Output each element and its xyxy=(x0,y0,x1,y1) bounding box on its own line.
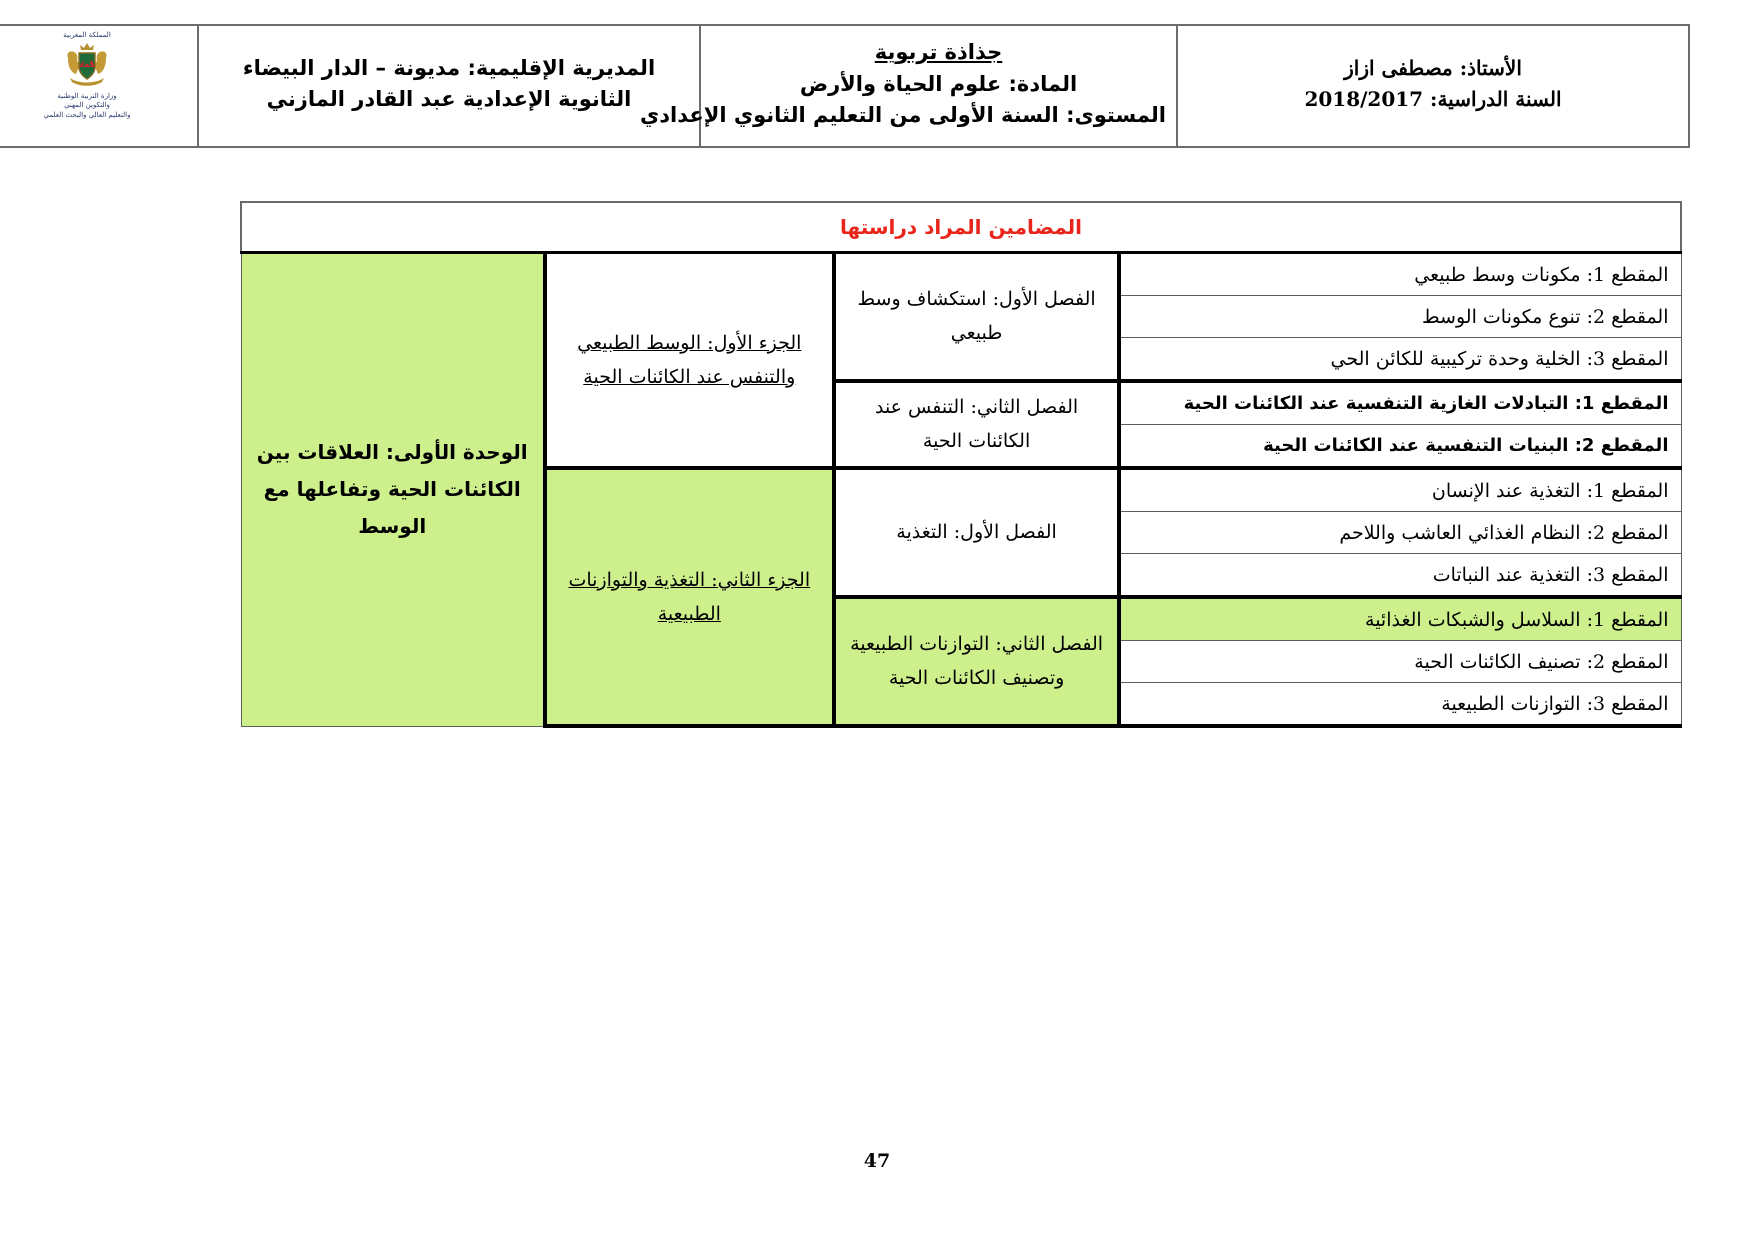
table-row: المقطع 2: النظام الغذائي العاشب واللاحم xyxy=(241,511,1682,554)
chapter-cell: الفصل الثاني: التوازنات الطبيعية وتصنيف … xyxy=(831,596,1120,728)
table-row: المقطع 2: البنيات التنفسية عند الكائنات … xyxy=(241,424,1682,470)
segment-cell: المقطع 1: التبادلات الغازية التنفسية عند… xyxy=(1117,380,1682,425)
level-line: المستوى: السنة الأولى من التعليم الثانوي… xyxy=(640,102,1166,127)
table-title-row: المضامين المراد دراستها xyxy=(240,201,1682,254)
unit-cell: الوحدة الأولى: العلاقات بين الكائنات الح… xyxy=(240,252,546,727)
school-year: السنة الدراسية: 2018/2017 xyxy=(1304,87,1562,111)
header-logo-cell: المملكة المغربية xyxy=(0,24,199,148)
kingdom-label: المملكة المغربية xyxy=(63,31,111,39)
ministry-label: وزارة التربية الوطنية والتكوين المهني وا… xyxy=(44,92,131,120)
coat-of-arms-icon xyxy=(60,40,114,90)
directorate-line: المديرية الإقليمية: مديونة – الدار البيض… xyxy=(242,55,656,80)
document-title: جذاذة تربوية xyxy=(874,40,1003,65)
header-table: الأستاذ: مصطفى ازاز السنة الدراسية: 2018… xyxy=(0,24,1690,148)
part-cell: الجزء الأول: الوسط الطبيعي والتنفس عند ا… xyxy=(542,252,835,470)
header-school-cell: المديرية الإقليمية: مديونة – الدار البيض… xyxy=(197,24,701,148)
segment-cell: المقطع 3: التغذية عند النباتات xyxy=(1117,553,1682,599)
chapter-cell: الفصل الأول: التغذية xyxy=(831,467,1120,599)
segment-cell: المقطع 1: مكونات وسط طبيعي xyxy=(1117,252,1682,296)
teacher-name: الأستاذ: مصطفى ازاز xyxy=(1344,56,1522,80)
page-number: 47 xyxy=(863,1150,891,1172)
table-row: المقطع 1: مكونات وسط طبيعي الفصل الأول: … xyxy=(240,252,1682,727)
chapter-cell: الفصل الثاني: التنفس عند الكائنات الحية xyxy=(831,380,1120,470)
table-row: المقطع 3: التغذية عند النباتات xyxy=(241,553,1682,599)
header-title-cell: جذاذة تربوية المادة: علوم الحياة والأرض … xyxy=(640,24,1178,148)
subject-line: المادة: علوم الحياة والأرض xyxy=(799,71,1078,96)
table-row: المقطع 2: تنوع مكونات الوسط xyxy=(241,295,1682,338)
table-row: المقطع 1: التغذية عند الإنسان الفصل الأو… xyxy=(241,467,1682,728)
segment-cell: المقطع 3: التوازنات الطبيعية xyxy=(1117,682,1682,728)
segment-cell: المقطع 3: الخلية وحدة تركيبية للكائن الح… xyxy=(1117,337,1682,383)
segment-cell: المقطع 2: النظام الغذائي العاشب واللاحم xyxy=(1117,511,1682,554)
segment-cell: المقطع 2: البنيات التنفسية عند الكائنات … xyxy=(1117,424,1682,470)
segment-cell: المقطع 1: السلاسل والشبكات الغذائية xyxy=(1117,596,1682,641)
segment-cell: المقطع 1: التغذية عند الإنسان xyxy=(1117,467,1682,512)
content-table: المضامين المراد دراستها المقطع 1: مكونات… xyxy=(240,201,1682,728)
ministry-label-line-3: والتعليم العالي والبحث العلمي xyxy=(43,110,131,119)
table-row: المقطع 3: التوازنات الطبيعية xyxy=(241,682,1682,728)
chapter-cell: الفصل الأول: استكشاف وسط طبيعي xyxy=(831,252,1120,383)
table-row: المقطع 1: السلاسل والشبكات الغذائية الفص… xyxy=(241,596,1682,728)
segment-cell: المقطع 2: تنوع مكونات الوسط xyxy=(1117,295,1682,338)
table-row: المقطع 1: التبادلات الغازية التنفسية عند… xyxy=(241,380,1682,470)
ministry-logo: المملكة المغربية xyxy=(0,32,182,136)
table-row: المقطع 3: الخلية وحدة تركيبية للكائن الح… xyxy=(241,337,1682,383)
segment-cell: المقطع 2: تصنيف الكائنات الحية xyxy=(1117,640,1682,683)
school-name-line: الثانوية الإعدادية عبد القادر المازني xyxy=(266,87,632,111)
table-title-cell: المضامين المراد دراستها xyxy=(240,201,1682,254)
table-row: المقطع 2: تصنيف الكائنات الحية xyxy=(241,640,1682,683)
header-teacher-cell: الأستاذ: مصطفى ازاز السنة الدراسية: 2018… xyxy=(1176,24,1690,148)
part-cell: الجزء الثاني: التغذية والتوازنات الطبيعي… xyxy=(542,467,835,728)
ministry-label-line-2: والتكوين المهني xyxy=(64,101,110,110)
ministry-label-line-1: وزارة التربية الوطنية xyxy=(57,92,117,100)
table-title: المضامين المراد دراستها xyxy=(840,215,1082,239)
